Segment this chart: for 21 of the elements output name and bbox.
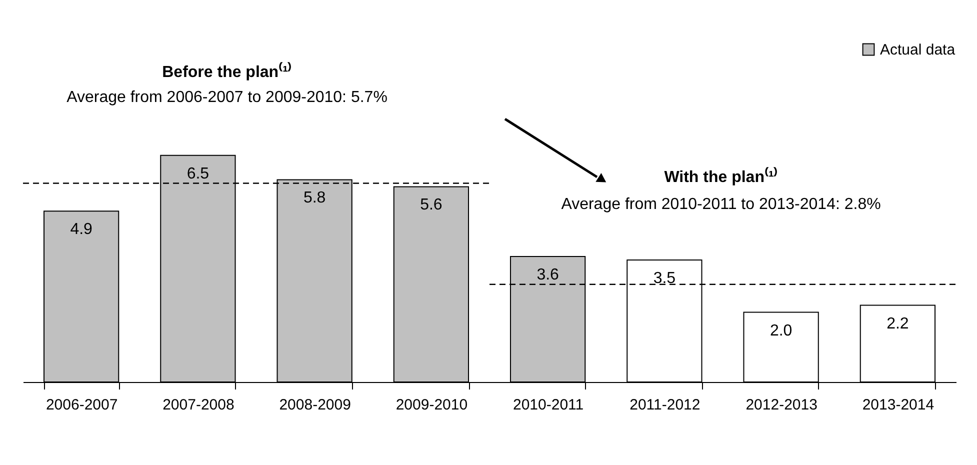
text: Average from 2006-2007 to 2009-2010: 5.7% <box>66 89 388 106</box>
data-label: 6.5 <box>186 165 210 182</box>
x-tick-label: 2013-2014 <box>862 396 934 414</box>
data-label: 5.6 <box>420 196 442 214</box>
data-label: 3.6 <box>536 266 560 284</box>
data-label: 3.5 <box>653 270 676 287</box>
legend-label: Actual data <box>880 42 956 58</box>
x-tick-label: 2006-2007 <box>46 396 118 414</box>
x-tick-label: 2011-2012 <box>630 396 700 414</box>
x-tick-label: 2008-2009 <box>279 396 351 414</box>
annotation: With the plan⁽¹⁾ <box>664 167 778 186</box>
text: Before the plan⁽¹⁾ <box>162 62 292 81</box>
annotation: Average from 2010-2011 to 2013-2014: 2.8% <box>561 196 881 213</box>
data-label: 2.2 <box>886 315 909 332</box>
data-label: 2.0 <box>770 322 792 340</box>
x-tick-label: 2007-2008 <box>162 396 234 414</box>
data-label: 5.8 <box>303 190 326 207</box>
x-tick-label: 2012-2013 <box>746 396 818 414</box>
x-tick-label: 2009-2010 <box>396 396 468 414</box>
data-label: 4.9 <box>70 221 93 238</box>
x-tick-label: 2010-2011 <box>513 396 584 414</box>
